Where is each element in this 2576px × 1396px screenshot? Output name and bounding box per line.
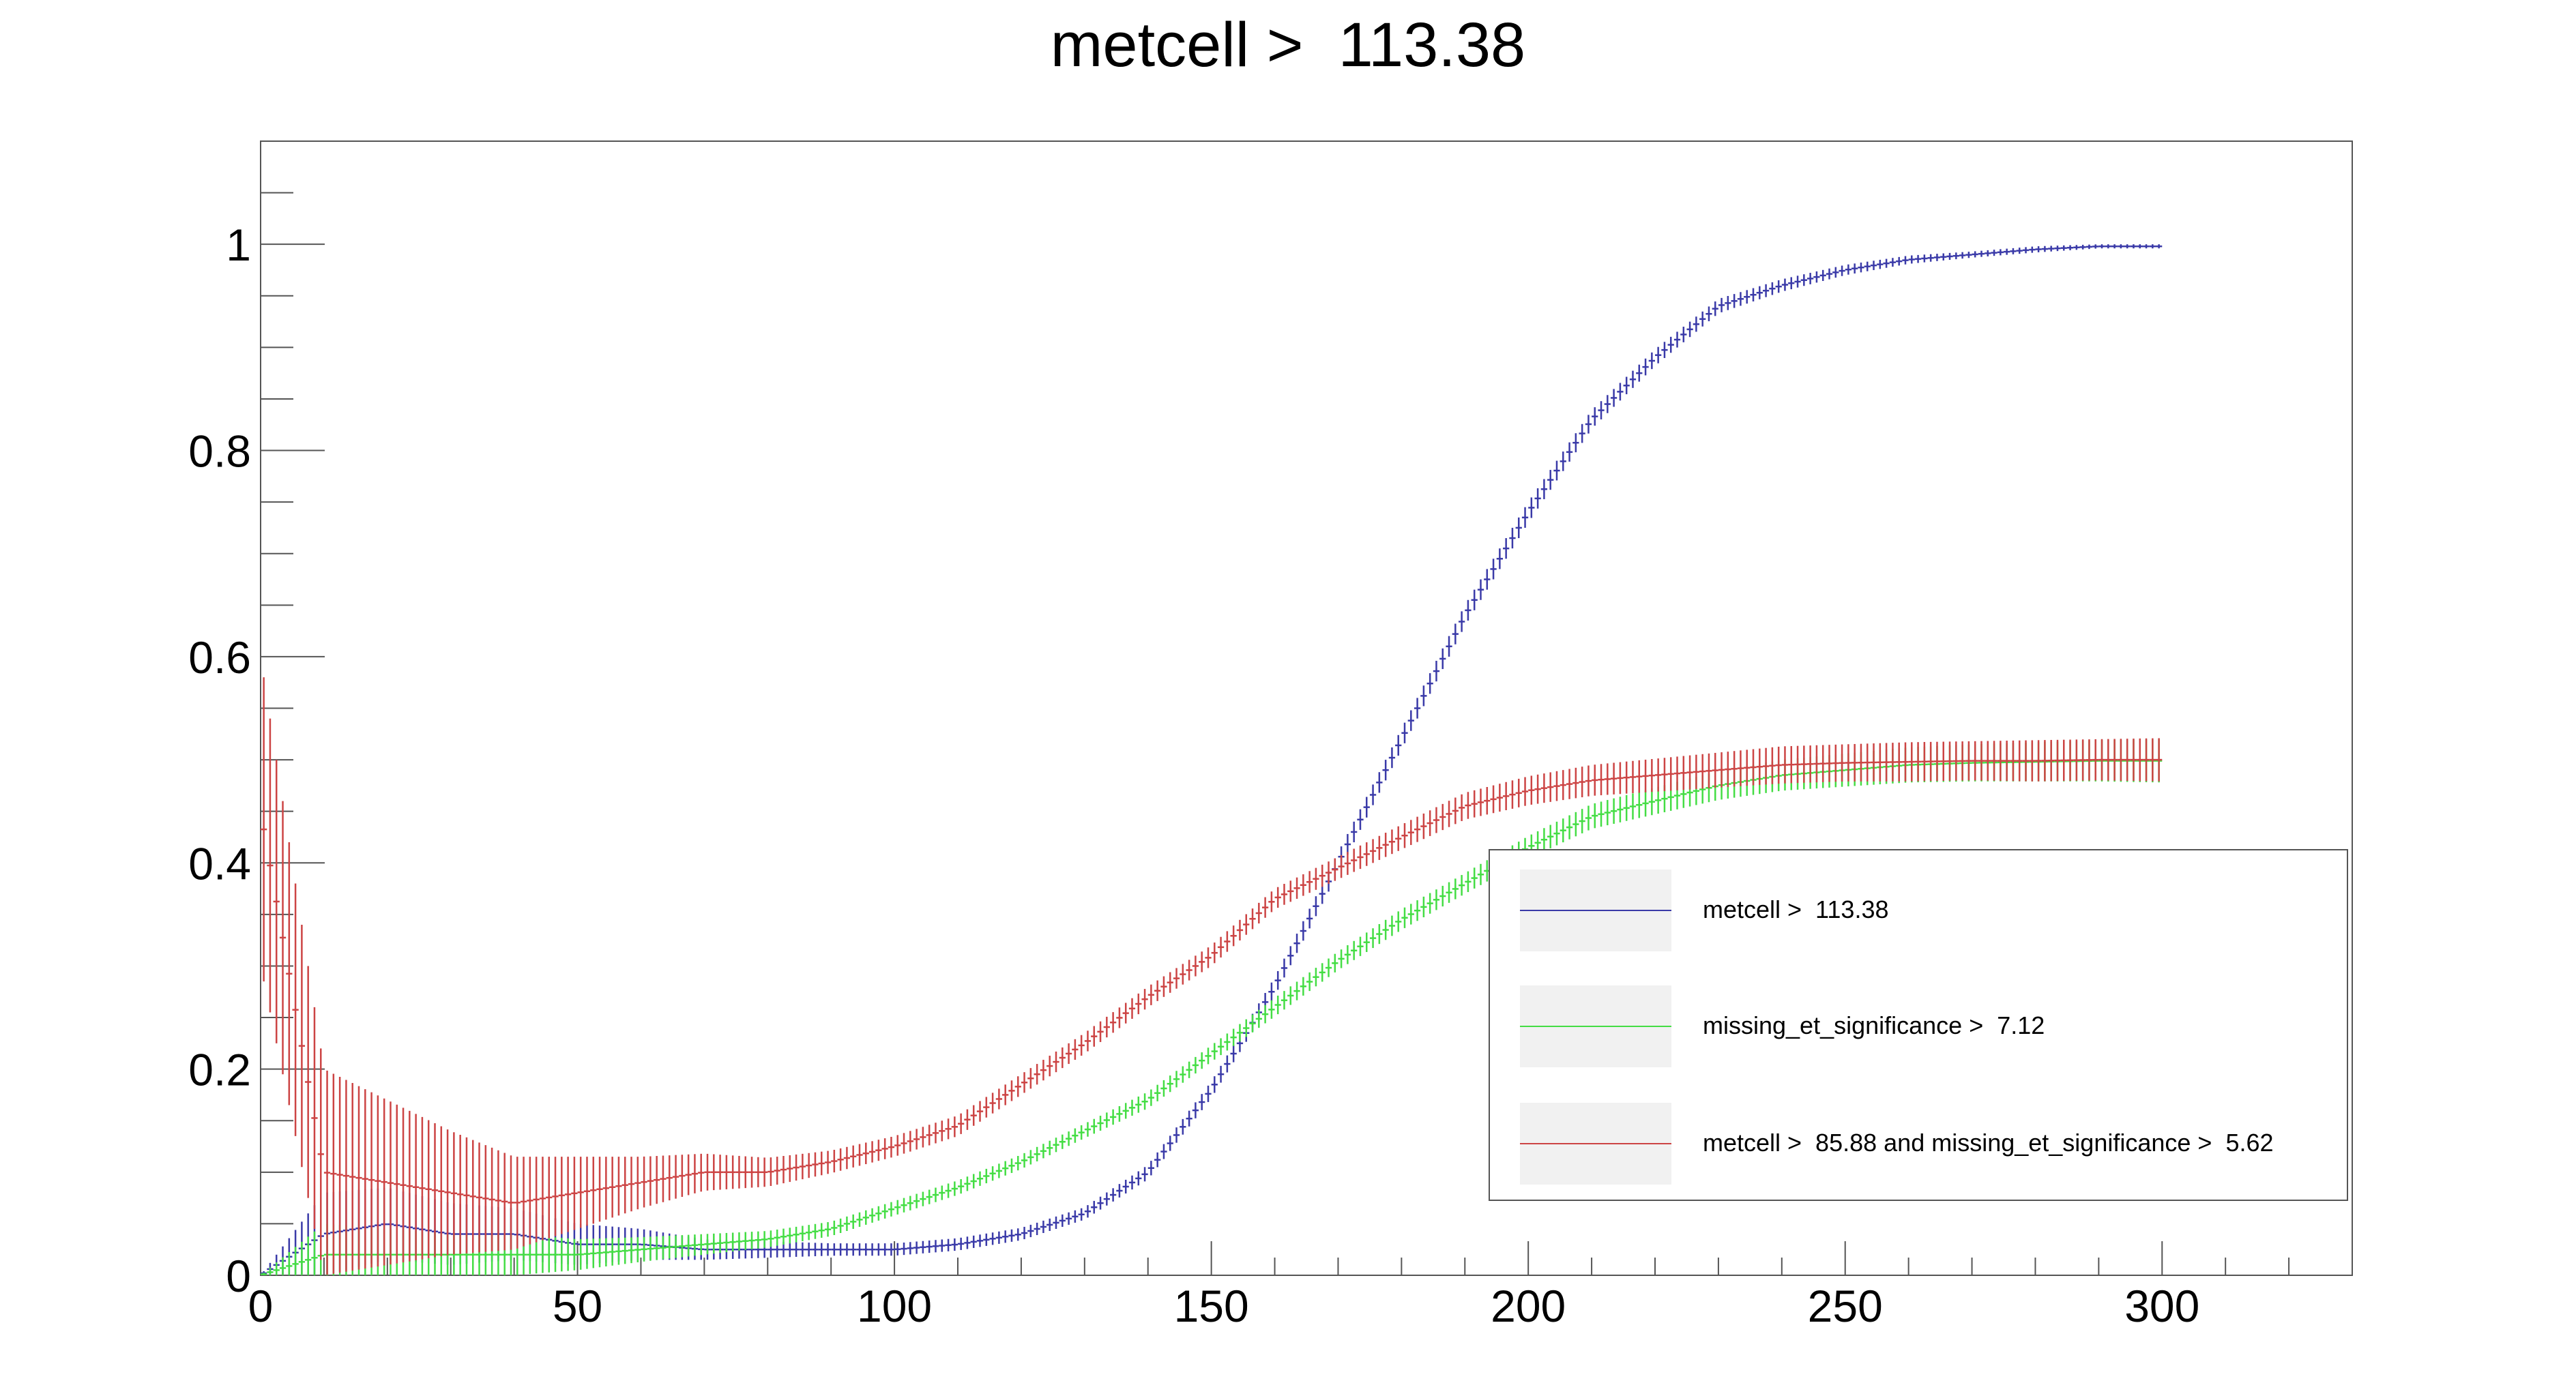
x-tick-label: 50 [553,1281,602,1331]
x-tick-label: 100 [857,1281,932,1331]
legend-line-1 [1520,910,1671,911]
chart-title: metcell > 113.38 [1050,10,1526,80]
axis-tick-labels: 0 0.2 0.4 0.6 0.8 1 0 50 100 150 200 250 300 [188,220,2199,1331]
x-tick-label: 200 [1491,1281,1566,1331]
y-tick-label: 0.8 [188,426,251,477]
legend-swatch-2 [1520,985,1671,1067]
y-tick-label: 0.6 [188,632,251,683]
legend-swatch-1 [1520,870,1671,951]
legend-line-2 [1520,1026,1671,1027]
y-tick-label: 0 [226,1251,251,1301]
series-layer [261,244,2163,1275]
y-tick-label: 1 [226,220,251,270]
series-3 [261,677,2163,1275]
legend-entry-series-2: missing_et_significance > 7.12 [1490,985,2347,1067]
y-tick-label: 0.2 [188,1045,251,1095]
y-tick-label: 0.4 [188,838,251,889]
x-tick-label: 0 [248,1281,274,1331]
legend: metcell > 113.38 missing_et_significance… [1489,849,2348,1201]
x-tick-label: 250 [1808,1281,1883,1331]
x-tick-label: 300 [2124,1281,2199,1331]
legend-entry-series-3: metcell > 85.88 and missing_et_significa… [1490,1103,2347,1185]
legend-label-3: metcell > 85.88 and missing_et_significa… [1703,1129,2274,1157]
legend-line-3 [1520,1143,1671,1144]
legend-entry-series-1: metcell > 113.38 [1490,870,2347,951]
legend-label-2: missing_et_significance > 7.12 [1703,1011,2045,1039]
legend-swatch-3 [1520,1103,1671,1185]
x-tick-label: 150 [1174,1281,1249,1331]
legend-label-1: metcell > 113.38 [1703,895,1889,923]
